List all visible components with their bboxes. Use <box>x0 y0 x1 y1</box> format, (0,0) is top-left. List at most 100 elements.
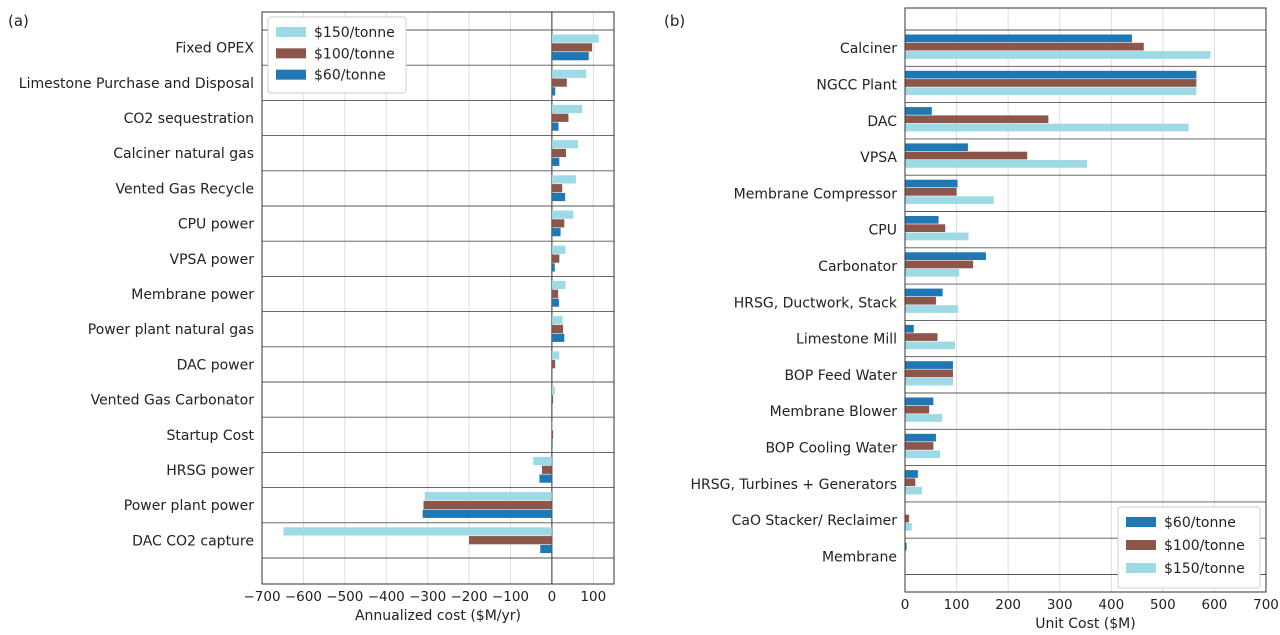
category-label: DAC CO2 capture <box>132 533 254 549</box>
bar-1 <box>533 456 552 466</box>
bar-2 <box>469 536 552 545</box>
bar-3 <box>551 157 560 166</box>
bar-2 <box>551 219 565 228</box>
bar-1 <box>424 492 552 501</box>
category-label: CPU power <box>178 217 254 233</box>
category-label: Membrane <box>822 549 897 565</box>
bar-3 <box>551 87 556 96</box>
bar-1 <box>905 470 918 478</box>
x-tick-label: −500 <box>326 589 363 605</box>
legend-swatch <box>1126 517 1156 527</box>
bar-1 <box>905 542 907 551</box>
bar-2 <box>551 43 593 52</box>
bar-2 <box>905 405 930 414</box>
bar-1 <box>551 421 554 430</box>
axes-frame <box>904 7 1267 593</box>
category-label: Carbonator <box>818 259 897 275</box>
chart-b: Calciner NGCC Plant DAC VPSA Membrane Compre… <box>690 7 1279 632</box>
bar-2 <box>551 324 564 334</box>
bar-2 <box>905 42 1144 51</box>
x-tick-label: −700 <box>243 589 280 605</box>
bar-1 <box>905 288 943 297</box>
x-tick-label: 500 <box>1150 597 1176 613</box>
bar-3 <box>551 122 559 131</box>
legend-label: $100/tonne <box>1164 538 1245 554</box>
bar-2 <box>551 78 567 87</box>
bar-2 <box>905 224 946 232</box>
bar-1 <box>551 280 566 290</box>
category-label: BOP Cooling Water <box>765 440 897 456</box>
category-label: Startup Cost <box>166 428 254 444</box>
bar-1 <box>551 175 576 184</box>
x-tick-label: −400 <box>368 589 405 605</box>
bar-2 <box>905 442 934 450</box>
bar-2 <box>551 254 560 263</box>
category-label: Limestone Mill <box>796 332 897 348</box>
bar-2 <box>905 151 1028 160</box>
chart-a: Fixed OPEX Limestone Purchase and Disposa… <box>19 11 615 624</box>
bar-2 <box>905 79 1197 87</box>
bar-2 <box>905 115 1049 124</box>
bar-3 <box>905 232 969 241</box>
bar-2 <box>905 260 974 269</box>
bar-2 <box>551 289 559 298</box>
bar-2 <box>551 430 554 439</box>
x-tick-label: 700 <box>1253 597 1279 613</box>
bar-1 <box>551 34 599 43</box>
bar-1 <box>905 107 932 115</box>
category-label: Vented Gas Recycle <box>116 181 254 197</box>
bar-3 <box>905 160 1088 168</box>
bar-1 <box>905 252 986 260</box>
x-tick-label: 200 <box>995 597 1021 613</box>
legend-label: $150/tonne <box>1164 561 1245 577</box>
category-label: HRSG power <box>166 463 254 479</box>
bar-1 <box>551 210 574 219</box>
category-label: BOP Feed Water <box>784 368 897 384</box>
bar-3 <box>551 228 561 237</box>
bar-2 <box>551 113 569 122</box>
bar-2 <box>551 148 566 158</box>
bar-3 <box>905 268 960 277</box>
legend-swatch <box>1126 563 1156 573</box>
category-label: Limestone Purchase and Disposal <box>19 76 254 92</box>
category-label: CaO Stacker/ Reclaimer <box>732 513 898 529</box>
category-label: NGCC Plant <box>816 77 897 93</box>
category-label: CO2 sequestration <box>124 111 254 127</box>
category-label: DAC <box>867 114 897 130</box>
bar-2 <box>423 500 552 510</box>
category-label: Calciner <box>840 41 897 57</box>
bar-1 <box>905 216 939 224</box>
bar-2 <box>551 360 556 369</box>
bar-2 <box>541 465 552 474</box>
bar-1 <box>905 179 958 188</box>
category-label: Fixed OPEX <box>175 41 254 57</box>
bar-3 <box>905 523 912 531</box>
bar-1 <box>551 316 563 325</box>
legend-swatch <box>276 27 306 37</box>
bar-2 <box>905 514 910 523</box>
category-label: HRSG, Ductwork, Stack <box>734 295 898 311</box>
bar-3 <box>905 305 959 313</box>
x-tick-label: −300 <box>409 589 446 605</box>
bar-1 <box>551 104 583 114</box>
bar-1 <box>551 386 555 395</box>
category-label: Power plant natural gas <box>88 322 254 338</box>
category-label: HRSG, Turbines + Generators <box>690 477 897 493</box>
bar-3 <box>905 450 941 459</box>
bar-3 <box>551 52 589 61</box>
bar-2 <box>551 395 554 404</box>
bar-1 <box>905 397 934 406</box>
x-tick-label: 0 <box>901 597 910 613</box>
bar-3 <box>905 377 953 386</box>
legend-label: $60/tonne <box>314 68 386 84</box>
legend-label: $150/tonne <box>314 25 395 41</box>
bar-3 <box>540 544 552 554</box>
legend-swatch <box>1126 540 1156 550</box>
category-label: Membrane Compressor <box>734 186 898 202</box>
category-label: DAC power <box>177 357 255 373</box>
bar-3 <box>551 263 555 272</box>
category-label: VPSA <box>860 150 897 166</box>
category-label: Vented Gas Carbonator <box>91 393 255 409</box>
category-label: Power plant power <box>124 498 254 514</box>
bar-3 <box>905 486 923 495</box>
